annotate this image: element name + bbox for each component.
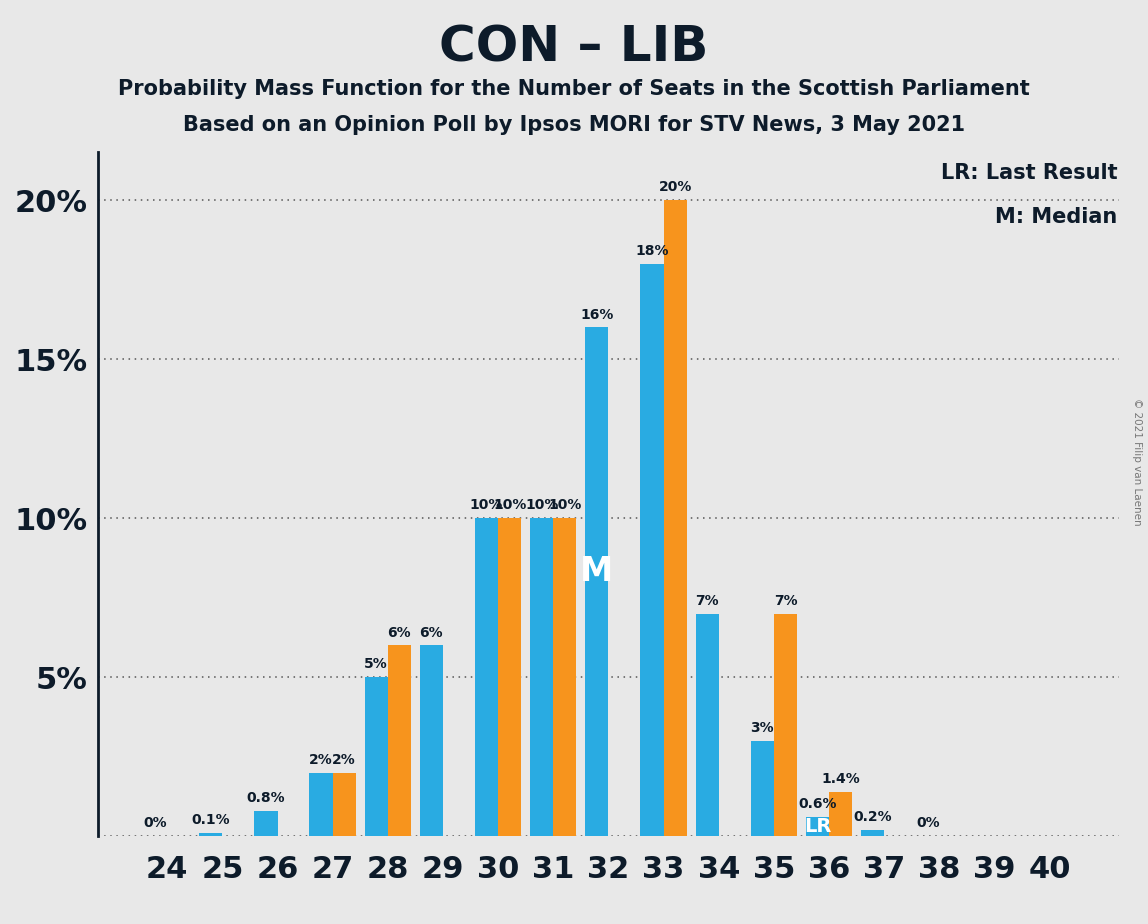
Text: 6%: 6% — [419, 626, 443, 639]
Text: 2%: 2% — [309, 753, 333, 767]
Text: 0%: 0% — [916, 817, 939, 831]
Text: 10%: 10% — [525, 498, 558, 513]
Bar — [806, 817, 829, 836]
Text: LR: LR — [804, 817, 831, 836]
Text: 5%: 5% — [364, 658, 388, 672]
Text: 7%: 7% — [774, 594, 798, 608]
Text: 3%: 3% — [751, 721, 774, 736]
Bar — [388, 645, 411, 836]
Bar — [585, 327, 608, 836]
Bar — [829, 792, 852, 836]
Text: 10%: 10% — [549, 498, 582, 513]
Bar — [475, 518, 498, 836]
Text: 0.8%: 0.8% — [247, 791, 285, 805]
Text: M: M — [580, 555, 613, 588]
Text: 16%: 16% — [580, 308, 613, 322]
Bar — [696, 614, 719, 836]
Text: 7%: 7% — [696, 594, 719, 608]
Bar — [641, 263, 664, 836]
Text: CON – LIB: CON – LIB — [440, 23, 708, 71]
Text: 10%: 10% — [470, 498, 503, 513]
Text: 6%: 6% — [388, 626, 411, 639]
Text: 18%: 18% — [635, 244, 669, 258]
Bar — [310, 772, 333, 836]
Text: © 2021 Filip van Laenen: © 2021 Filip van Laenen — [1132, 398, 1141, 526]
Bar — [200, 833, 223, 836]
Bar — [333, 772, 356, 836]
Bar — [664, 201, 687, 836]
Text: 0.1%: 0.1% — [192, 813, 230, 827]
Text: 0.6%: 0.6% — [798, 797, 837, 811]
Bar — [498, 518, 521, 836]
Bar — [530, 518, 553, 836]
Text: 0.2%: 0.2% — [853, 810, 892, 824]
Bar — [774, 614, 797, 836]
Bar — [751, 741, 774, 836]
Text: LR: Last Result: LR: Last Result — [940, 163, 1117, 183]
Text: Probability Mass Function for the Number of Seats in the Scottish Parliament: Probability Mass Function for the Number… — [118, 79, 1030, 99]
Text: 20%: 20% — [659, 180, 692, 194]
Bar — [255, 810, 278, 836]
Text: 2%: 2% — [333, 753, 356, 767]
Text: Based on an Opinion Poll by Ipsos MORI for STV News, 3 May 2021: Based on an Opinion Poll by Ipsos MORI f… — [183, 115, 965, 135]
Text: 0%: 0% — [144, 817, 168, 831]
Text: 1.4%: 1.4% — [821, 772, 860, 786]
Bar — [365, 677, 388, 836]
Text: 10%: 10% — [492, 498, 527, 513]
Bar — [553, 518, 576, 836]
Bar — [861, 830, 884, 836]
Bar — [420, 645, 443, 836]
Text: M: Median: M: Median — [995, 207, 1117, 227]
